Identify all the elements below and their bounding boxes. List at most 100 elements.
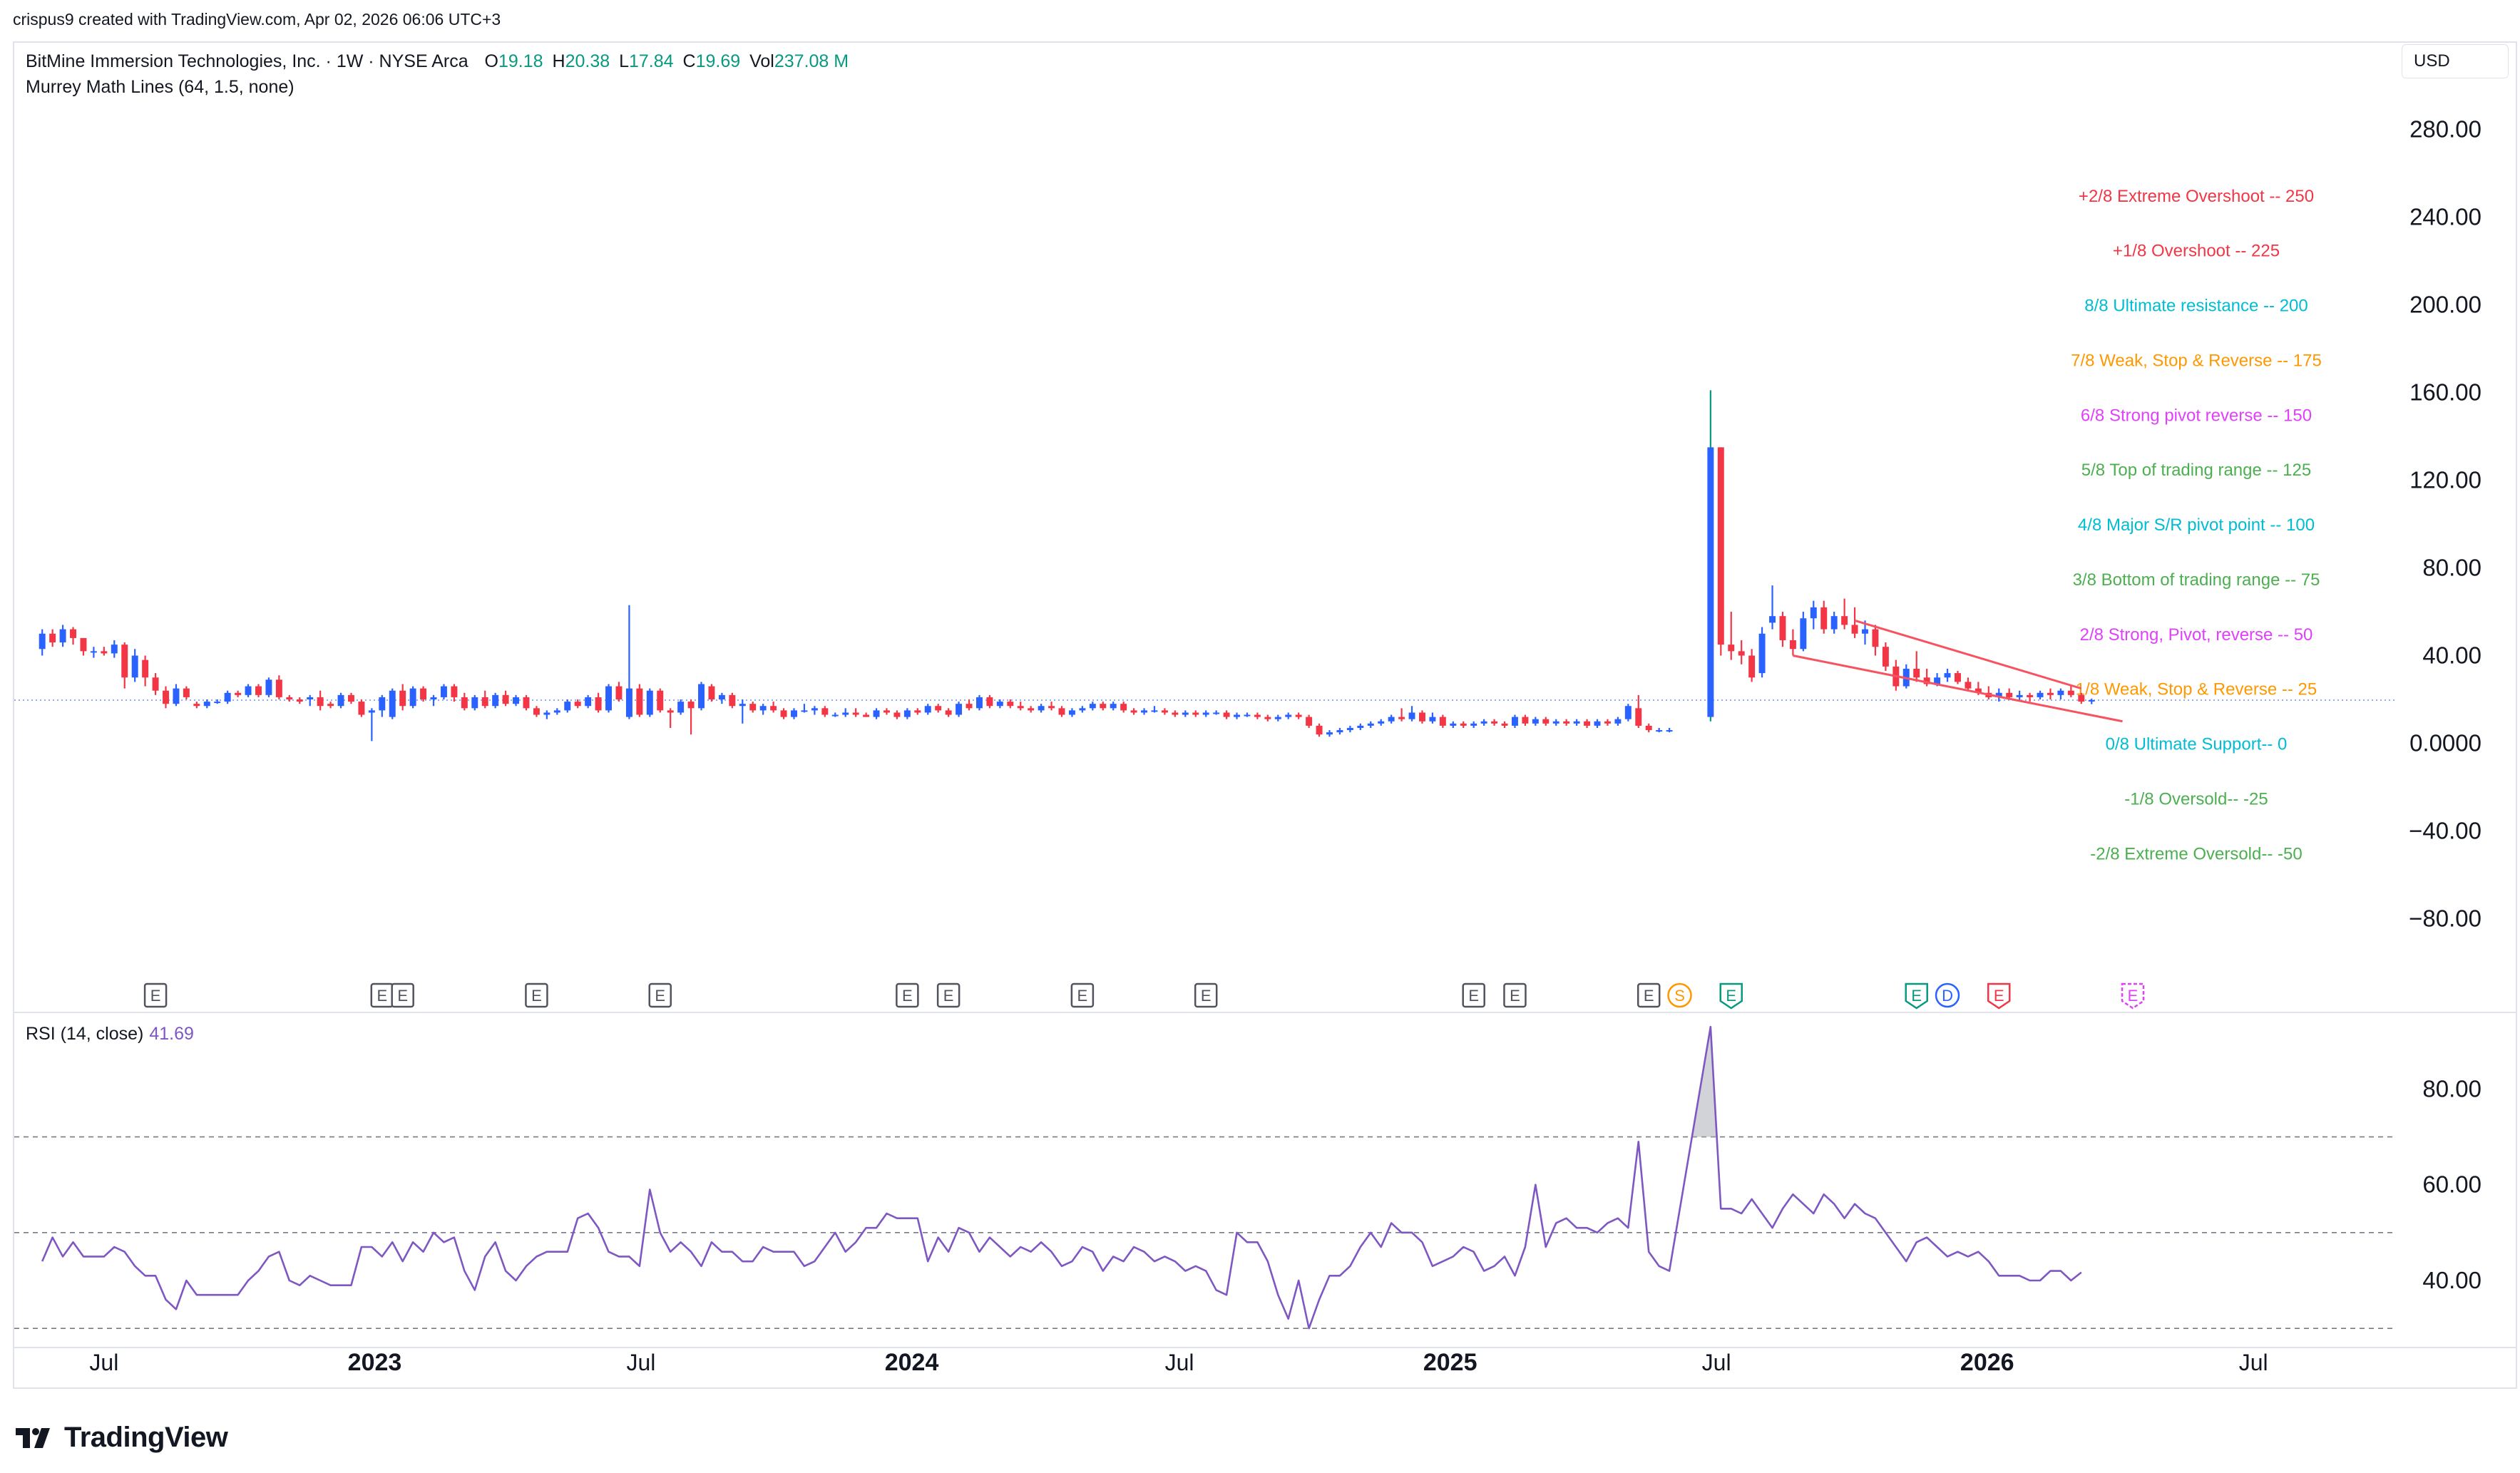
candle[interactable] (1192, 710, 1199, 717)
candle[interactable] (1234, 712, 1240, 719)
candle[interactable] (235, 690, 242, 697)
candle[interactable] (914, 708, 921, 715)
candle[interactable] (770, 702, 777, 713)
candle[interactable] (296, 697, 303, 704)
event-marker-earnings-past[interactable]: E (1194, 982, 1218, 1008)
candle[interactable] (255, 684, 262, 697)
candle[interactable] (595, 692, 602, 713)
candle[interactable] (615, 682, 623, 702)
candle[interactable] (1316, 723, 1323, 737)
event-marker-earnings-miss[interactable]: E (1987, 982, 2011, 1010)
tradingview-logo[interactable]: TradingView (16, 1422, 228, 1454)
candle[interactable] (718, 692, 725, 704)
candle[interactable] (1450, 721, 1457, 728)
candle[interactable] (945, 708, 952, 717)
event-marker-earnings-past[interactable]: E (648, 982, 672, 1008)
candle[interactable] (286, 694, 293, 702)
candle[interactable] (163, 686, 169, 709)
event-marker-earnings-future[interactable]: E (2121, 982, 2145, 1010)
symbol-title[interactable]: BitMine Immersion Technologies, Inc. · 1… (26, 51, 468, 71)
event-marker-earnings-past[interactable]: E (896, 982, 919, 1008)
candle[interactable] (49, 629, 56, 647)
event-marker-earnings-past[interactable]: E (525, 982, 548, 1008)
candle[interactable] (1130, 708, 1137, 715)
candle[interactable] (1429, 712, 1436, 724)
candle[interactable] (1584, 719, 1591, 728)
candle[interactable] (1769, 585, 1776, 630)
candle[interactable] (873, 708, 880, 719)
candle[interactable] (1985, 686, 1992, 699)
candle[interactable] (883, 708, 890, 715)
candle[interactable] (1563, 719, 1570, 726)
candle[interactable] (1110, 702, 1117, 711)
candle[interactable] (90, 647, 97, 658)
candle[interactable] (1501, 721, 1508, 728)
candle[interactable] (564, 699, 571, 713)
candle[interactable] (1841, 598, 1848, 630)
event-marker-earnings-past[interactable]: E (1503, 982, 1527, 1008)
candle[interactable] (1830, 612, 1838, 634)
candle[interactable] (2057, 688, 2064, 699)
event-marker-earnings-beat[interactable]: E (1719, 982, 1743, 1010)
candle[interactable] (183, 686, 190, 699)
candle[interactable] (1965, 677, 1972, 691)
candle[interactable] (80, 637, 87, 656)
candle[interactable] (667, 708, 674, 728)
candle[interactable] (811, 706, 818, 715)
candle[interactable] (729, 692, 736, 709)
candle[interactable] (1758, 627, 1766, 678)
candle[interactable] (605, 684, 613, 713)
candle[interactable] (214, 699, 221, 704)
candle[interactable] (1089, 702, 1096, 711)
candle[interactable] (1728, 612, 1735, 660)
candle[interactable] (1048, 702, 1055, 711)
candle[interactable] (224, 690, 231, 704)
candle[interactable] (1326, 730, 1333, 737)
candle[interactable] (842, 708, 849, 717)
candle[interactable] (502, 690, 509, 707)
candle[interactable] (1820, 600, 1828, 634)
candle[interactable] (358, 699, 365, 717)
rsi-legend[interactable]: RSI (14, close) 41.69 (26, 1024, 194, 1045)
candle[interactable] (101, 647, 108, 656)
event-marker-earnings-beat[interactable]: E (1905, 982, 1928, 1010)
event-marker-dividend[interactable]: D (1935, 982, 1960, 1008)
candle[interactable] (337, 692, 344, 709)
candle[interactable] (1470, 721, 1477, 728)
event-marker-earnings-past[interactable]: E (936, 982, 961, 1008)
candle[interactable] (1460, 721, 1467, 728)
candle[interactable] (2047, 688, 2054, 699)
candle[interactable] (1748, 649, 1756, 682)
candle[interactable] (121, 642, 128, 689)
candle[interactable] (852, 708, 859, 717)
candle[interactable] (193, 702, 200, 709)
candle[interactable] (1357, 723, 1364, 731)
candle[interactable] (1336, 727, 1343, 735)
candle[interactable] (780, 708, 787, 719)
candle[interactable] (1614, 717, 1622, 726)
candle[interactable] (893, 710, 901, 719)
candle[interactable] (131, 649, 138, 682)
candle[interactable] (1419, 710, 1425, 724)
candle[interactable] (986, 694, 993, 709)
candle[interactable] (1645, 723, 1652, 733)
event-marker-earnings-past[interactable]: E (1070, 982, 1095, 1008)
candle[interactable] (1388, 714, 1395, 724)
candle[interactable] (39, 629, 46, 656)
candle[interactable] (1254, 712, 1261, 719)
event-marker-earnings-past[interactable]: E (1637, 982, 1661, 1008)
candle[interactable] (1810, 600, 1817, 630)
candle[interactable] (2006, 688, 2013, 699)
candle[interactable] (523, 694, 530, 711)
candle[interactable] (1491, 719, 1498, 726)
candle[interactable] (111, 640, 118, 658)
candle[interactable] (1120, 702, 1127, 713)
candle[interactable] (347, 692, 354, 704)
candle[interactable] (275, 675, 282, 699)
candle[interactable] (759, 704, 767, 715)
event-marker-earnings-past[interactable]: E (370, 982, 394, 1008)
candle[interactable] (451, 684, 458, 702)
candle[interactable] (1872, 625, 1879, 656)
candle[interactable] (2088, 698, 2095, 704)
candle[interactable] (1522, 714, 1529, 726)
